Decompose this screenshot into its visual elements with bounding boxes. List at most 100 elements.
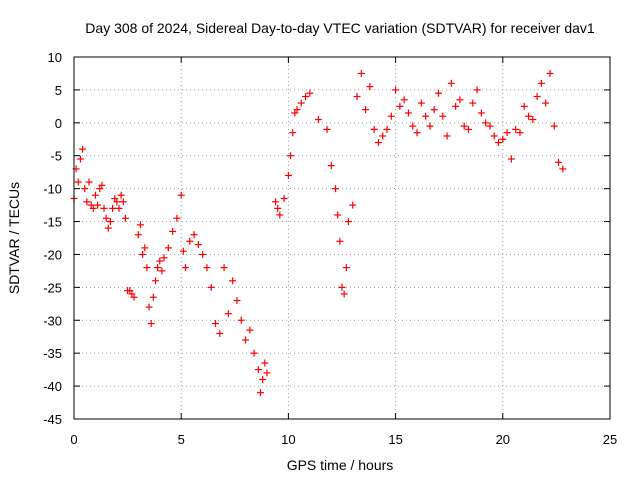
data-point	[537, 79, 545, 87]
data-point	[559, 165, 567, 173]
data-point	[79, 145, 87, 153]
y-tick-label: -10	[43, 182, 62, 197]
data-point	[284, 171, 292, 179]
data-point	[340, 290, 348, 298]
data-point	[336, 237, 344, 245]
data-point	[220, 264, 228, 272]
data-point	[314, 116, 322, 124]
data-point	[353, 92, 361, 100]
data-point	[100, 204, 108, 212]
data-point	[426, 122, 434, 130]
x-tick-label: 25	[603, 432, 617, 447]
data-point	[85, 178, 93, 186]
data-point	[477, 109, 485, 117]
data-point	[224, 310, 232, 318]
data-point	[520, 102, 528, 110]
data-point	[473, 86, 481, 94]
data-point	[117, 191, 125, 199]
data-point	[276, 211, 284, 219]
data-point	[379, 132, 387, 140]
y-tick-label: 5	[55, 83, 62, 98]
data-point	[374, 139, 382, 147]
data-point	[147, 320, 155, 328]
data-point	[216, 329, 224, 337]
y-tick-label: -15	[43, 215, 62, 230]
data-point	[254, 366, 262, 374]
data-point	[533, 92, 541, 100]
data-point	[149, 293, 157, 301]
data-point	[289, 129, 297, 137]
data-point	[134, 231, 142, 239]
data-point	[297, 99, 305, 107]
data-point	[173, 214, 181, 222]
y-axis-label: SDTVAR / TECUs	[6, 182, 22, 294]
data-point	[327, 162, 335, 170]
data-point	[503, 129, 511, 137]
axis-ticks	[73, 56, 611, 420]
data-point	[164, 244, 172, 252]
data-point	[430, 106, 438, 114]
data-point	[74, 178, 82, 186]
data-point	[387, 112, 395, 120]
data-point	[130, 293, 138, 301]
data-point	[274, 204, 282, 212]
data-point	[91, 191, 99, 199]
plot-frame	[73, 56, 611, 420]
chart-title: Day 308 of 2024, Sidereal Day-to-day VTE…	[85, 20, 595, 36]
data-point	[81, 185, 89, 193]
data-point	[98, 181, 106, 189]
grid-layer	[74, 57, 610, 419]
data-point	[203, 264, 211, 272]
y-tick-label: -40	[43, 379, 62, 394]
data-point	[342, 264, 350, 272]
data-point	[302, 92, 310, 100]
data-point	[550, 122, 558, 130]
data-point	[233, 297, 241, 305]
x-tick-label: 10	[281, 432, 295, 447]
data-point	[158, 267, 166, 275]
data-point	[516, 129, 524, 137]
data-point	[332, 185, 340, 193]
y-tick-label: 0	[55, 116, 62, 131]
data-point	[409, 122, 417, 130]
x-tick-label: 5	[178, 432, 185, 447]
data-point	[199, 250, 207, 258]
data-point	[280, 195, 288, 203]
data-point	[370, 125, 378, 133]
data-point	[83, 198, 91, 206]
y-tick-label: -45	[43, 412, 62, 427]
data-point	[109, 204, 117, 212]
data-point	[482, 119, 490, 127]
data-point	[546, 69, 554, 77]
data-point	[306, 89, 314, 97]
data-point	[413, 129, 421, 137]
data-point	[177, 191, 185, 199]
data-point	[404, 109, 412, 117]
data-points	[70, 69, 567, 397]
y-tick-label: -25	[43, 280, 62, 295]
data-point	[486, 122, 494, 130]
data-point	[334, 211, 342, 219]
data-point	[287, 152, 295, 160]
data-point	[490, 132, 498, 140]
data-point	[194, 241, 202, 249]
data-point	[160, 254, 168, 262]
data-point	[94, 201, 102, 209]
x-tick-label: 0	[70, 432, 77, 447]
data-point	[495, 139, 503, 147]
data-point	[190, 231, 198, 239]
data-point	[229, 277, 237, 285]
data-point	[434, 89, 442, 97]
data-point	[338, 283, 346, 291]
data-point	[250, 349, 258, 357]
y-tick-label: -5	[50, 149, 62, 164]
data-point	[525, 112, 533, 120]
x-tick-label: 15	[388, 432, 402, 447]
data-point	[443, 132, 451, 140]
data-point	[555, 158, 563, 166]
x-tick-label: 20	[496, 432, 510, 447]
data-point	[542, 99, 550, 107]
data-point	[246, 326, 254, 334]
data-point	[136, 221, 144, 229]
data-point	[272, 198, 280, 206]
